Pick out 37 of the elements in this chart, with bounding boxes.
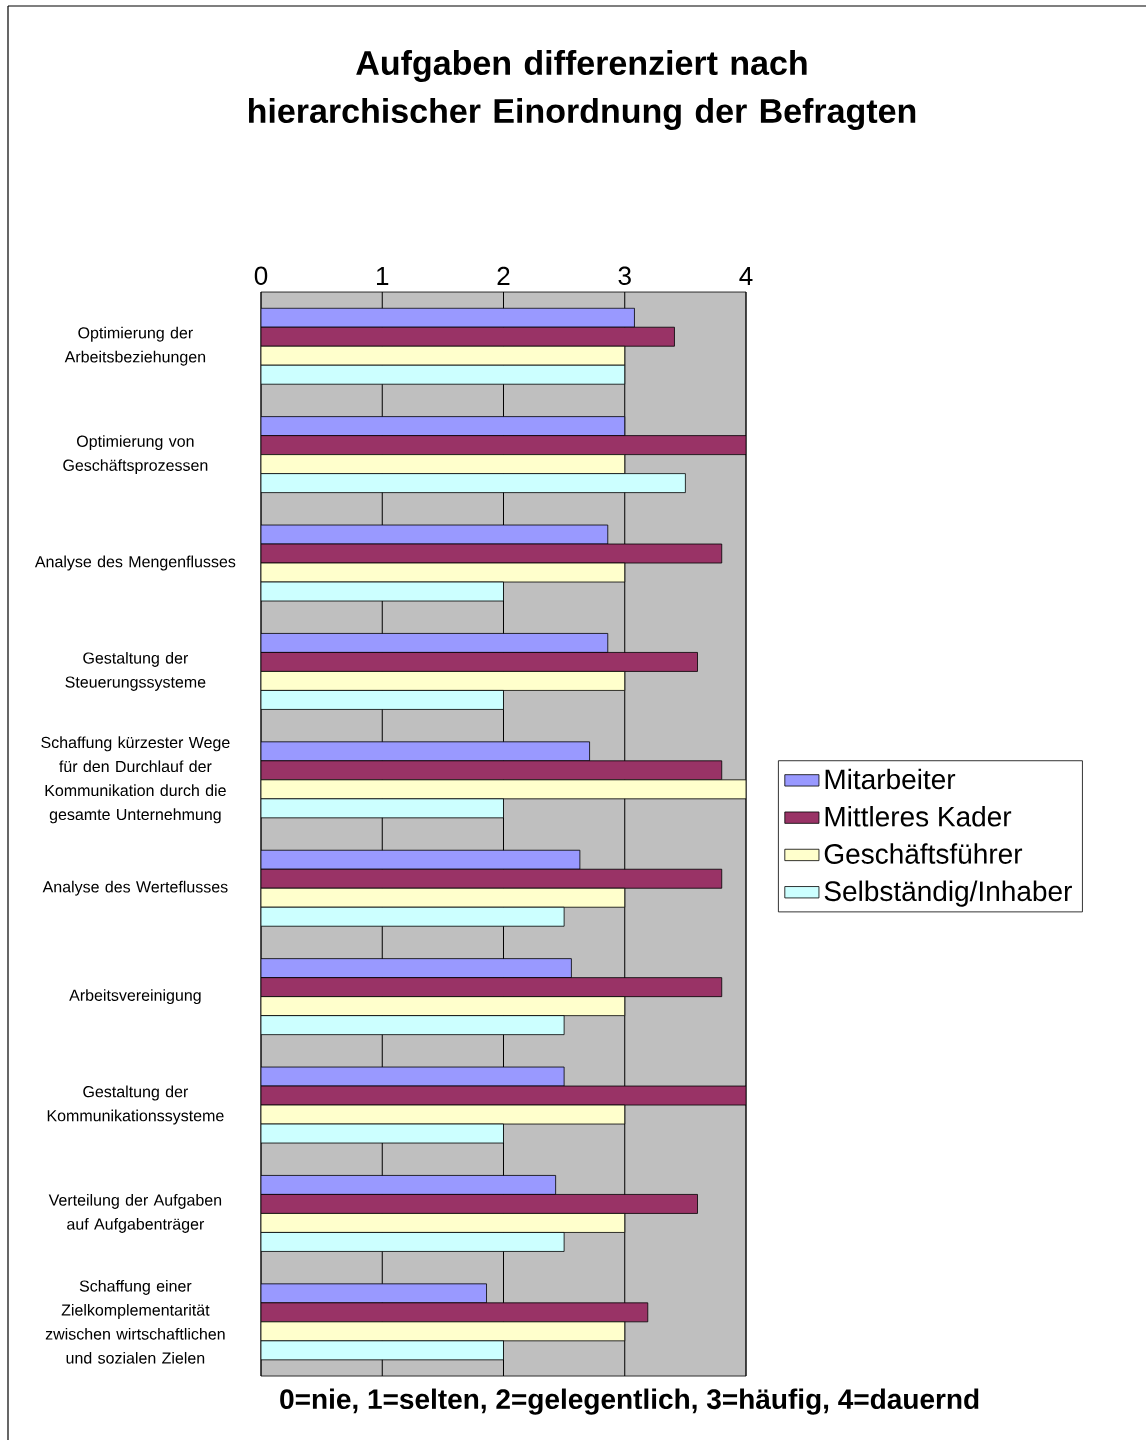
bar [261,307,635,328]
y-tick-label: Analyse des Werteflusses [42,880,228,896]
x-tick-label: 0 [254,266,268,285]
x-tick-label: 4 [739,267,753,285]
bar [261,958,572,979]
bar [261,454,626,475]
bar [261,887,626,908]
bar [261,849,581,870]
bar [261,416,626,437]
bar [261,1283,487,1304]
bar [261,1213,626,1233]
y-tick-label: Arbeitsvereinigung [69,989,201,1005]
bar [261,345,626,366]
y-tick-label: Schaffung einer Zielkomplementarität zwischen wirtschaftlichen und sozialen Zielen [45,1279,225,1364]
y-tick-label: Schaffung kürzester Wege für den Durchlauf der Kommunikation durch die gesamte Unternehmung [41,736,230,824]
x-axis-title: 0=nie, 1=selten, 2=gelegentlich, 3=häufig, 4=dauernd [280,1388,979,1415]
y-tick-label: Verteilung der Aufgaben auf Aufgabenträger [48,1193,222,1233]
y-tick-label: Gestaltung der Steuerungssysteme [65,651,206,691]
y-tick-label: Gestaltung der Kommunikationssysteme [47,1085,224,1125]
chart-title: Aufgaben differenziert nach hierarchischer Einordnung der Befragten [249,50,916,130]
bar [261,779,746,800]
x-tick-label: 1 [376,267,389,285]
x-tick-label: 3 [618,266,631,285]
y-tick-label: Analyse des Mengenflusses [34,555,236,571]
bar [261,1175,557,1195]
bar [261,671,626,691]
y-tick-label: Optimierung der Arbeitsbeziehungen [64,326,206,366]
bar [261,1321,626,1342]
x-tick-label: 2 [497,266,510,285]
legend-label: Selbständig/Inhaber [824,880,1072,907]
bar [261,741,590,762]
legend-label: Geschäftsführer [824,843,1023,864]
legend-label: Mittleres Kader [825,806,1012,827]
legend-label: Mitarbeiter [825,768,956,790]
bar [261,633,609,653]
y-tick-label: Optimierung von Geschäftsprozessen [63,435,208,475]
bar [261,996,626,1017]
